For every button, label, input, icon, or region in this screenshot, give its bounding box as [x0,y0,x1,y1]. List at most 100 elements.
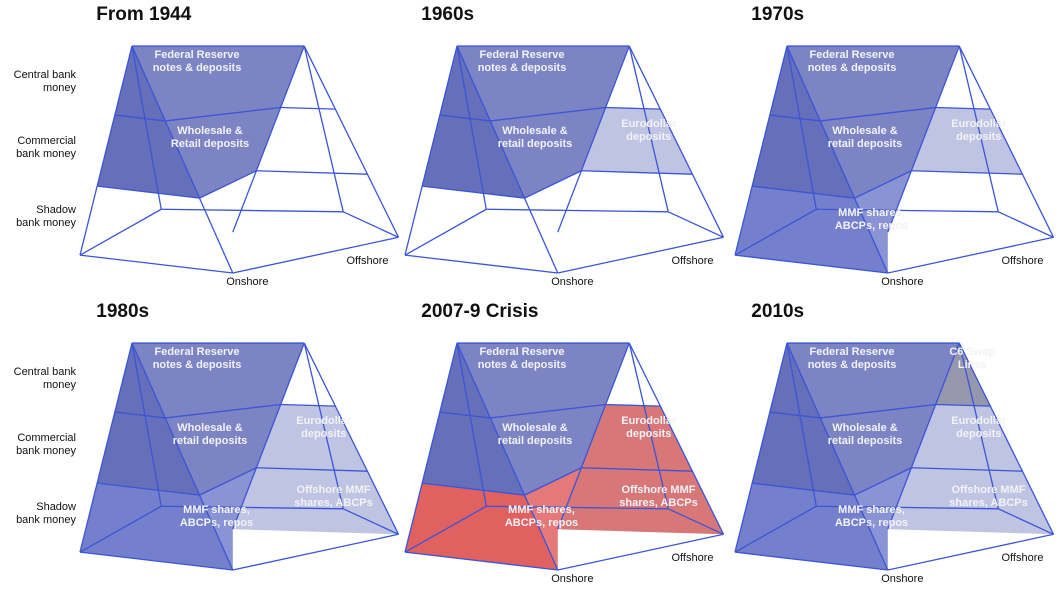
tier-line [581,467,693,472]
edge [997,508,1054,535]
onshore-slab-cb_on [457,343,630,418]
edge [303,45,400,238]
onshore-face-com_on [422,115,525,199]
cell-label-sh-off: Offshore MMF shares, ABCPs [619,483,698,509]
edge [79,342,133,553]
tier-line [820,106,936,122]
cell-label-cb-on: Federal Reserve notes & deposits [477,48,567,74]
cell-label-cb-on: Federal Reserve notes & deposits [807,345,897,371]
offshore-face-sh_off [557,467,724,535]
edge [79,505,162,553]
cell-label-cb-on: Federal Reserve notes & deposits [477,345,567,371]
tier-line [490,106,606,122]
onshore-label: Onshore [881,275,924,288]
edge [816,208,999,213]
edge [456,342,559,571]
tier-line [490,403,606,419]
tier-line [165,106,281,122]
edge [786,342,889,571]
onshore-face-sh_on [735,186,888,273]
edge [557,533,724,571]
cell-label-sh-on: MMF shares, ABCPs, repos [834,503,909,529]
offshore-label: Offshore [1001,255,1044,268]
row-label-shadow: Shadow bank money [16,501,76,527]
cell-label-com-off: Eurodollar deposits [621,117,677,143]
edge [628,342,669,509]
edge [79,208,162,256]
cell-label-com-on: Wholesale & retail deposits [827,422,903,448]
edge [734,551,888,571]
tier-line [524,467,582,496]
tier-line [752,185,855,199]
edge [958,45,999,212]
edge [232,45,305,233]
tier-line [524,170,582,199]
edge [887,342,960,530]
edge [667,211,724,238]
cell-label-com-off: Eurodollar deposits [951,414,1007,440]
edge [342,508,399,535]
cell-label-com-on: Wholesale & Retail deposits [170,125,250,151]
offshore-label: Offshore [671,552,714,565]
tier-line [256,170,368,175]
edge [161,505,344,510]
tier-line [199,170,257,199]
edge [486,208,669,213]
edge [958,342,999,509]
tier-line [439,114,491,122]
onshore-slab-cb_on [787,46,960,121]
tier-line [854,170,912,199]
edge [404,551,558,571]
row-label-commercial: Commercial bank money [16,135,76,161]
edge [404,208,487,256]
cell-label-com-on: Wholesale & retail deposits [827,125,903,151]
onshore-face-com_on [752,412,855,496]
tier-line [256,467,368,472]
offshore-face-sh_off [887,467,1054,535]
tier-line [581,170,693,175]
edge [734,254,888,274]
edge [456,45,487,210]
panel-title: 2010s [751,301,805,322]
edge [887,45,960,233]
row-label-commercial: Commercial bank money [16,432,76,458]
onshore-slab-cb_on [132,46,305,121]
edge [734,45,788,256]
onshore-face-com_on [752,115,855,199]
edge [456,342,487,507]
onshore-face-sh_on [80,483,233,570]
tier-line [422,185,525,199]
onshore-slab-com_on [490,404,606,496]
cell-label-com-on: Wholesale & retail deposits [497,422,573,448]
cell-label-sh-on: MMF shares, ABCPs, repos [834,206,909,232]
cell-label-com-off: Eurodollar deposits [296,414,352,440]
onshore-slab-sh_on [854,467,912,570]
edge [997,211,1054,238]
edge [557,236,724,274]
onshore-label: Onshore [551,275,594,288]
onshore-slab-com_on [490,107,606,199]
edge [342,211,399,238]
row-label-shadow: Shadow bank money [16,204,76,230]
pyramid-panel-5: 2007-9 Crisis Onshore Offshore Federal Rese… [404,301,730,585]
edge [131,45,234,274]
onshore-slab-cb_on [787,343,960,418]
pyramid-graphic [734,342,1055,571]
edge [131,45,162,210]
edge [734,208,817,256]
row-label-central: Central bank money [13,366,76,391]
edge [786,45,817,210]
edge [958,45,1055,238]
edge [232,236,399,274]
onshore-slab-sh_on [854,170,912,273]
edge [734,342,788,553]
tier-line [605,403,661,407]
cell-label-sh-off: Offshore MMF shares, ABCPs [949,483,1028,509]
edge [303,342,400,535]
onshore-slab-com_on [820,107,936,199]
tier-line [854,467,912,496]
pyramid-graphic [734,45,1055,274]
onshore-face-sh_on [735,483,888,570]
tier-line [422,482,525,496]
pyramid-panel-6: 2010s Onshore Offshore Federal Reserve note… [734,301,1059,585]
